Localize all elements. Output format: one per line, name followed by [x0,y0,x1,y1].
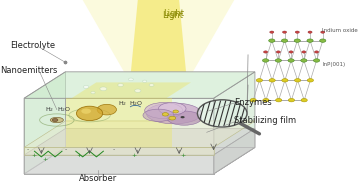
Circle shape [256,79,262,82]
Text: +: + [42,157,47,162]
Circle shape [264,51,268,53]
Circle shape [275,59,281,62]
Circle shape [263,98,269,102]
Circle shape [313,59,320,62]
Circle shape [282,79,288,82]
Polygon shape [24,121,255,147]
Text: Electrolyte: Electrolyte [10,41,55,50]
Circle shape [320,39,326,42]
Circle shape [269,39,275,42]
Text: Stabilizing film: Stabilizing film [234,116,296,125]
Polygon shape [24,72,255,98]
Circle shape [83,85,89,88]
Circle shape [321,31,325,33]
Polygon shape [24,129,255,155]
Circle shape [250,98,256,102]
Text: H$_2$: H$_2$ [118,99,127,108]
Circle shape [100,87,107,91]
Circle shape [307,39,313,42]
Circle shape [162,113,168,116]
Text: Indium oxide: Indium oxide [322,28,358,33]
Ellipse shape [143,109,174,121]
Circle shape [197,100,247,127]
Text: +: + [132,153,137,158]
Circle shape [270,31,274,33]
Text: H$_2$O: H$_2$O [56,105,71,114]
Text: H$_2$O: H$_2$O [129,99,143,108]
Text: -: - [113,148,115,153]
Text: Light: Light [164,9,185,19]
Ellipse shape [167,111,202,125]
Circle shape [129,78,133,81]
Polygon shape [71,82,191,98]
Circle shape [269,79,275,82]
Circle shape [276,51,281,53]
Circle shape [289,98,295,102]
Circle shape [295,79,301,82]
Polygon shape [24,147,255,174]
Circle shape [289,51,293,53]
Ellipse shape [159,102,186,115]
Circle shape [294,39,300,42]
Circle shape [282,31,287,33]
Text: +: + [77,153,82,158]
Polygon shape [214,72,255,174]
Polygon shape [83,0,234,72]
Circle shape [97,104,117,115]
Circle shape [315,51,319,53]
Text: +: + [32,153,37,158]
Text: Absorber: Absorber [79,174,117,183]
Polygon shape [24,72,66,174]
Text: -: - [26,148,29,153]
Polygon shape [66,98,172,147]
Text: InP(001): InP(001) [322,62,345,67]
Text: H$_2$: H$_2$ [45,105,55,114]
Circle shape [307,79,313,82]
Circle shape [143,80,147,82]
Circle shape [118,84,123,87]
Circle shape [173,110,178,113]
Circle shape [301,59,307,62]
Ellipse shape [50,117,63,123]
Polygon shape [24,155,214,174]
Ellipse shape [146,103,202,124]
Circle shape [135,89,141,92]
Circle shape [288,59,294,62]
Circle shape [281,39,288,42]
Circle shape [301,98,307,102]
Circle shape [169,116,176,120]
Text: Nanoemitters: Nanoemitters [0,66,57,75]
Circle shape [275,98,282,102]
Circle shape [81,108,91,114]
Circle shape [295,31,299,33]
Circle shape [262,59,269,62]
Polygon shape [24,98,214,174]
Circle shape [308,31,312,33]
Circle shape [91,91,95,94]
Text: Light: Light [162,11,183,20]
Circle shape [302,51,306,53]
Text: Enzymes: Enzymes [234,98,272,107]
Polygon shape [131,0,186,72]
Text: -: - [64,148,67,153]
Text: +: + [180,153,185,158]
Circle shape [52,119,58,122]
Polygon shape [24,147,214,155]
Circle shape [149,84,154,86]
Polygon shape [214,129,255,174]
Ellipse shape [145,102,182,119]
Circle shape [76,106,103,121]
Circle shape [181,116,185,118]
